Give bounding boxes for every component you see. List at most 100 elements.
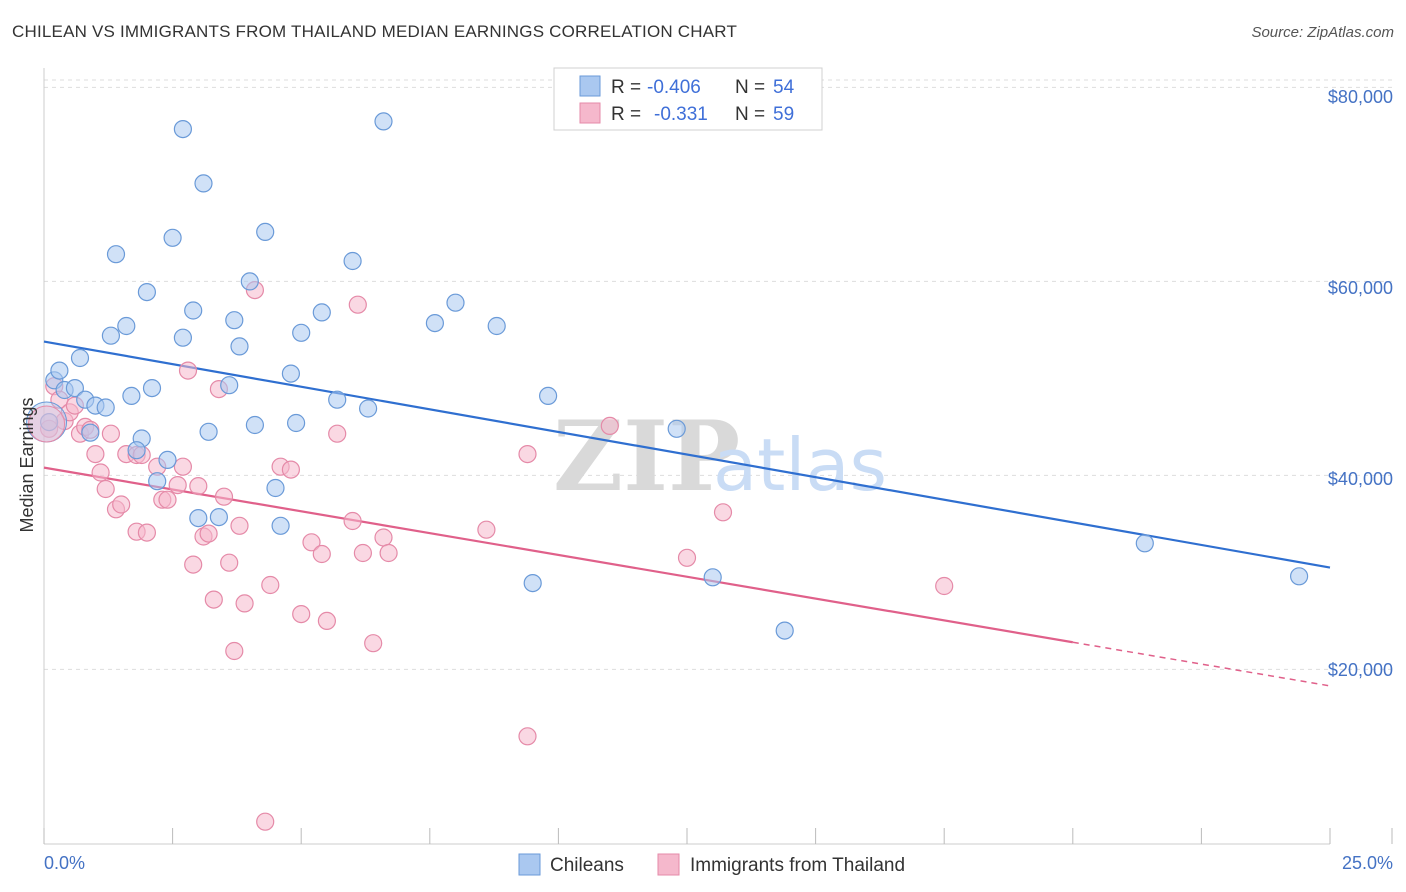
bottom-legend-swatch-chileans — [518, 853, 541, 876]
point-thailand-10 — [91, 463, 110, 482]
point-chileans-22 — [173, 120, 192, 139]
chart-title: CHILEAN VS IMMIGRANTS FROM THAILAND MEDI… — [12, 22, 738, 41]
point-chileans-4 — [65, 379, 85, 398]
point-thailand-43 — [302, 533, 321, 552]
point-thailand-34 — [225, 641, 244, 661]
point-thailand-47 — [343, 511, 362, 531]
point-thailand-23 — [168, 476, 187, 495]
x-tick-label-start: 0.0% — [44, 853, 85, 873]
point-chileans-50 — [703, 568, 722, 587]
point-thailand-35 — [230, 516, 249, 535]
y-tick-label-80000: $80,000 — [1328, 87, 1393, 107]
point-chileans-0 — [39, 413, 59, 432]
point-thailand-36 — [235, 594, 254, 613]
point-chileans-45 — [446, 293, 465, 312]
watermark-atlas: atlas — [713, 423, 887, 507]
point-thailand-44 — [312, 544, 331, 564]
point-thailand-39 — [261, 575, 280, 595]
point-chileans-51 — [775, 621, 794, 640]
legend-n-label-0: N = — [735, 77, 765, 98]
point-chileans-27 — [209, 507, 228, 527]
point-thailand-57 — [677, 548, 697, 567]
trend-line-chileans — [43, 340, 1331, 569]
legend-r-value-0: -0.406 — [647, 77, 701, 98]
trend-lines — [43, 340, 1331, 687]
bottom-legend-swatch-thailand — [657, 853, 680, 876]
point-chileans-19 — [158, 450, 177, 469]
point-chileans-44 — [425, 314, 444, 333]
point-chileans-29 — [225, 311, 244, 330]
point-chileans-53 — [1289, 567, 1309, 586]
point-chileans-7 — [81, 423, 100, 442]
point-thailand-45 — [317, 611, 336, 631]
point-thailand-56 — [600, 416, 619, 435]
point-thailand-27 — [189, 477, 208, 496]
legend-n-label-1: N = — [735, 104, 765, 125]
point-thailand-59 — [935, 576, 954, 596]
point-chileans-46 — [487, 316, 506, 336]
point-thailand-30 — [204, 590, 223, 609]
point-chileans-48 — [538, 386, 558, 405]
point-thailand-48 — [348, 295, 367, 314]
point-thailand-22 — [158, 490, 177, 509]
point-chileans-39 — [312, 303, 331, 322]
point-chileans-25 — [194, 174, 213, 193]
point-thailand-32 — [214, 487, 234, 506]
bottom-legend-thailand: Immigrants from Thailand — [690, 855, 905, 876]
point-chileans-21 — [173, 328, 192, 347]
legend-swatch-chileans — [579, 75, 601, 97]
point-thailand-41 — [281, 460, 300, 479]
legend-n-value-1: 59 — [773, 104, 794, 125]
point-chileans-9 — [96, 398, 115, 417]
legend-swatch-thailand — [579, 102, 601, 124]
point-chileans-11 — [106, 245, 126, 264]
y-tick-label-20000: $20,000 — [1328, 660, 1393, 680]
trend-line-thailand-extension — [1072, 641, 1331, 687]
point-chileans-20 — [163, 228, 182, 247]
point-chileans-24 — [189, 508, 208, 528]
point-thailand-cluster — [28, 405, 66, 443]
point-chileans-18 — [148, 472, 167, 491]
point-chileans-26 — [199, 422, 218, 441]
point-thailand-46 — [328, 424, 347, 443]
point-thailand-55 — [518, 727, 537, 746]
point-thailand-50 — [364, 634, 383, 653]
point-thailand-49 — [353, 543, 372, 563]
point-thailand-19 — [137, 523, 156, 542]
point-chileans-47 — [523, 573, 542, 593]
point-chileans-35 — [271, 516, 290, 535]
point-chileans-36 — [281, 364, 300, 383]
point-thailand-24 — [173, 457, 192, 476]
legend-r-value-1: -0.331 — [654, 104, 708, 125]
bottom-legend-chileans: Chileans — [550, 855, 624, 876]
legend-r-label-1: R = — [611, 104, 641, 125]
point-chileans-23 — [184, 301, 203, 320]
point-chileans-28 — [220, 376, 239, 395]
y-axis-label: Median Earnings — [17, 397, 37, 532]
point-chileans-42 — [359, 399, 378, 418]
x-tick-label-end: 25.0% — [1342, 853, 1393, 873]
y-tick-label-40000: $40,000 — [1328, 469, 1393, 489]
point-chileans-10 — [101, 326, 121, 345]
point-chileans-32 — [245, 415, 264, 435]
point-thailand-53 — [477, 520, 496, 539]
point-chileans-5 — [70, 348, 90, 368]
point-chileans-33 — [256, 222, 275, 241]
point-thailand-12 — [101, 424, 121, 443]
point-chileans-41 — [343, 251, 362, 271]
point-chileans-52 — [1135, 534, 1154, 553]
point-chileans-13 — [122, 386, 141, 405]
point-thailand-42 — [292, 604, 311, 624]
legend-r-label-0: R = — [611, 77, 641, 98]
point-chileans-40 — [328, 390, 347, 409]
axes — [43, 68, 1393, 845]
data-points — [26, 112, 1309, 831]
point-thailand-25 — [178, 361, 198, 380]
point-thailand-38 — [256, 812, 275, 831]
legend-box: R = -0.406 N = 54 R = -0.331 N = 59 — [553, 67, 823, 131]
point-thailand-26 — [184, 555, 203, 574]
point-thailand-51 — [374, 528, 393, 547]
point-chileans-34 — [266, 478, 285, 498]
point-chileans-17 — [142, 379, 162, 398]
